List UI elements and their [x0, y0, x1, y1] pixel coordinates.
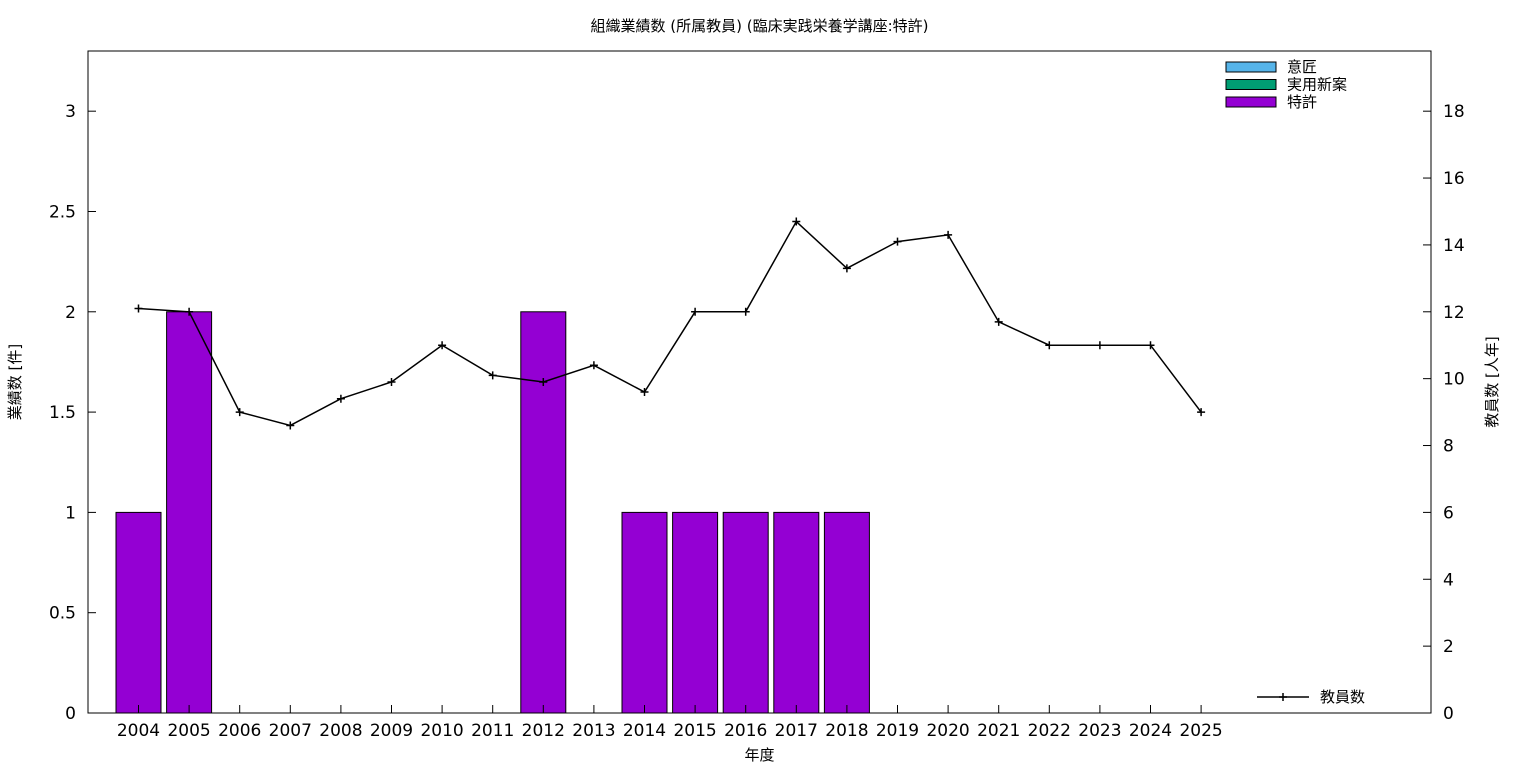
line-point-2020: [944, 230, 953, 239]
line-point-2016: [741, 307, 750, 316]
legend-swatch: [1225, 61, 1277, 73]
y2-tick-label: 2: [1443, 637, 1454, 657]
y-tick-label: 3: [65, 102, 76, 122]
legend-label: 実用新案: [1287, 76, 1347, 94]
y2-tick-label: 18: [1443, 102, 1465, 122]
y2-axis-label: 教員数 [人年]: [1483, 336, 1501, 427]
legend-label: 特許: [1287, 93, 1317, 111]
y2-tick-label: 6: [1443, 503, 1454, 523]
x-tick-label: 2023: [1078, 721, 1121, 741]
bar-2005: [166, 311, 213, 714]
x-tick-label: 2013: [572, 721, 615, 741]
x-tick-label: 2012: [522, 721, 565, 741]
line-point-2024: [1146, 341, 1155, 350]
legend-swatch: [1225, 79, 1277, 90]
y2-tick-label: 14: [1443, 236, 1465, 256]
line-point-2009: [387, 378, 396, 386]
line-point-2010: [438, 341, 447, 350]
bar-2014: [621, 511, 668, 714]
line-point-2019: [893, 237, 902, 246]
y-tick-label: 2.5: [49, 202, 76, 222]
line-point-2007: [286, 421, 295, 430]
bar-2012: [520, 311, 567, 714]
x-tick-label: 2017: [775, 721, 818, 741]
legend-swatch: [1225, 96, 1277, 108]
x-tick-label: 2014: [623, 721, 666, 741]
y-tick-label: 1.5: [49, 403, 76, 423]
y2-tick-label: 4: [1443, 570, 1454, 590]
line-point-2017: [792, 217, 801, 226]
line-point-2023: [1095, 341, 1104, 350]
line-point-2012: [539, 378, 548, 386]
x-tick-label: 2004: [117, 721, 160, 741]
x-tick-label: 2008: [319, 721, 362, 741]
y2-tick-label: 8: [1443, 437, 1454, 457]
x-axis-label: 年度: [744, 746, 774, 764]
bar-2016: [722, 511, 769, 714]
bar-2004: [115, 511, 162, 714]
line-point-2025: [1197, 408, 1206, 417]
bars-layer: [115, 311, 870, 714]
bar-2015: [672, 511, 719, 714]
y-tick-label: 0: [65, 704, 76, 724]
y2-tick-label: 10: [1443, 370, 1465, 390]
line-point-2011: [488, 371, 497, 380]
line-point-2021: [994, 317, 1003, 326]
line-point-2006: [235, 408, 244, 417]
line-point-2014: [640, 388, 649, 397]
legend-marker: [1279, 693, 1287, 701]
x-axis-ticks: 2004 2005 2006 2007 2008 2009 2010 2011 2012 2013…: [117, 705, 1223, 741]
legend-label: 意匠: [1287, 58, 1317, 76]
line-legend: 教員数: [1257, 688, 1365, 706]
chart-title: 組織業績数 (所属教員) (臨床実践栄養学講座:特許): [590, 17, 928, 35]
x-tick-label: 2016: [724, 721, 767, 741]
y-tick-label: 2: [65, 303, 76, 323]
x-tick-label: 2021: [977, 721, 1020, 741]
x-tick-label: 2009: [370, 721, 413, 741]
y-axis-ticks: 0 0.5 1 1.5 2 2.5 3: [49, 102, 96, 724]
bar-2017: [773, 511, 820, 714]
x-tick-label: 2024: [1129, 721, 1172, 741]
legend-label: 教員数: [1320, 688, 1365, 706]
x-tick-label: 2025: [1179, 721, 1222, 741]
x-tick-label: 2006: [218, 721, 261, 741]
line-point-2015: [691, 307, 700, 316]
line-point-2004: [134, 304, 143, 313]
line-layer: [134, 217, 1206, 430]
x-tick-label: 2019: [876, 721, 919, 741]
line-point-2013: [589, 361, 598, 370]
x-tick-label: 2022: [1028, 721, 1071, 741]
x-tick-label: 2010: [420, 721, 463, 741]
y2-tick-label: 12: [1443, 303, 1465, 323]
x-tick-label: 2005: [167, 721, 210, 741]
y-tick-label: 0.5: [49, 604, 76, 624]
x-tick-label: 2020: [926, 721, 969, 741]
line-point-2022: [1045, 341, 1054, 350]
line-series: [138, 220, 1202, 427]
y2-tick-label: 16: [1443, 169, 1465, 189]
x-tick-label: 2007: [269, 721, 312, 741]
x-tick-label: 2011: [471, 721, 514, 741]
y2-tick-label: 0: [1443, 704, 1454, 724]
line-point-2005: [185, 307, 194, 316]
line-point-2008: [336, 394, 345, 403]
y2-axis-ticks: 0 2 4 6 8 10 12 14 16 18: [1423, 102, 1465, 724]
y-axis-label: 業績数 [件]: [6, 344, 24, 420]
line-point-2018: [842, 264, 851, 273]
y-tick-label: 1: [65, 503, 76, 523]
plot-frame: [87, 50, 1432, 714]
x-tick-label: 2018: [825, 721, 868, 741]
bar-2018: [823, 511, 870, 714]
x-tick-label: 2015: [673, 721, 716, 741]
